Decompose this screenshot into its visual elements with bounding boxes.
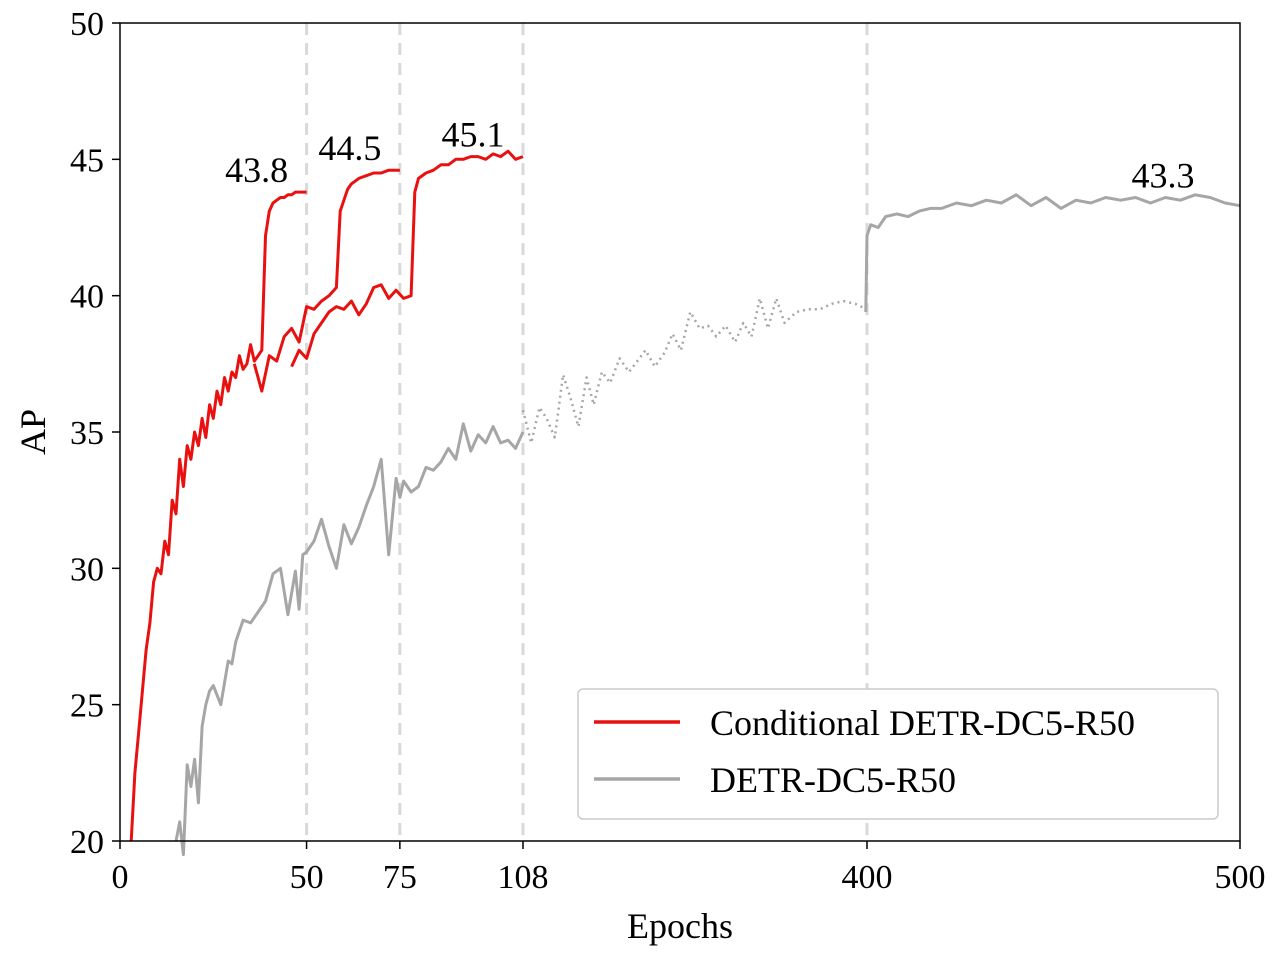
annotation-label: 44.5	[318, 128, 381, 168]
x-axis-ticks: 0 50 75 108 400 500	[112, 841, 1266, 896]
legend-label-conditional: Conditional DETR-DC5-R50	[710, 703, 1135, 743]
series-line-1	[252, 168, 400, 393]
y-axis-ticks: 20 25 30 35 40 45 50	[70, 6, 120, 861]
x-tick-label: 75	[383, 859, 417, 896]
y-tick-label: 25	[70, 688, 104, 725]
y-tick-label: 20	[70, 824, 104, 861]
legend: Conditional DETR-DC5-R50 DETR-DC5-R50	[577, 688, 1219, 820]
y-axis-label: AP	[13, 409, 53, 455]
series-line-0	[129, 190, 307, 842]
x-tick-label: 0	[112, 859, 129, 896]
y-tick-label: 30	[70, 551, 104, 588]
annotation-label: 45.1	[442, 115, 505, 155]
series-line-5	[864, 193, 1241, 313]
annotations: 43.8 44.5 45.1 43.3	[225, 115, 1194, 196]
x-axis-label: Epochs	[627, 906, 733, 946]
series-line-4	[521, 297, 868, 445]
series-line-3	[174, 422, 525, 857]
y-tick-label: 50	[70, 6, 104, 43]
annotation-label: 43.8	[225, 150, 288, 190]
y-tick-label: 45	[70, 142, 104, 179]
annotation-label: 43.3	[1132, 156, 1195, 196]
x-tick-label: 400	[842, 859, 893, 896]
series-line-2	[290, 149, 524, 368]
x-tick-label: 50	[290, 859, 324, 896]
series-lines	[129, 149, 1241, 857]
legend-label-detr: DETR-DC5-R50	[710, 760, 956, 800]
x-tick-label: 500	[1215, 859, 1266, 896]
x-tick-label: 108	[498, 859, 549, 896]
y-tick-label: 35	[70, 415, 104, 452]
y-tick-label: 40	[70, 279, 104, 316]
legend-box	[577, 688, 1219, 820]
